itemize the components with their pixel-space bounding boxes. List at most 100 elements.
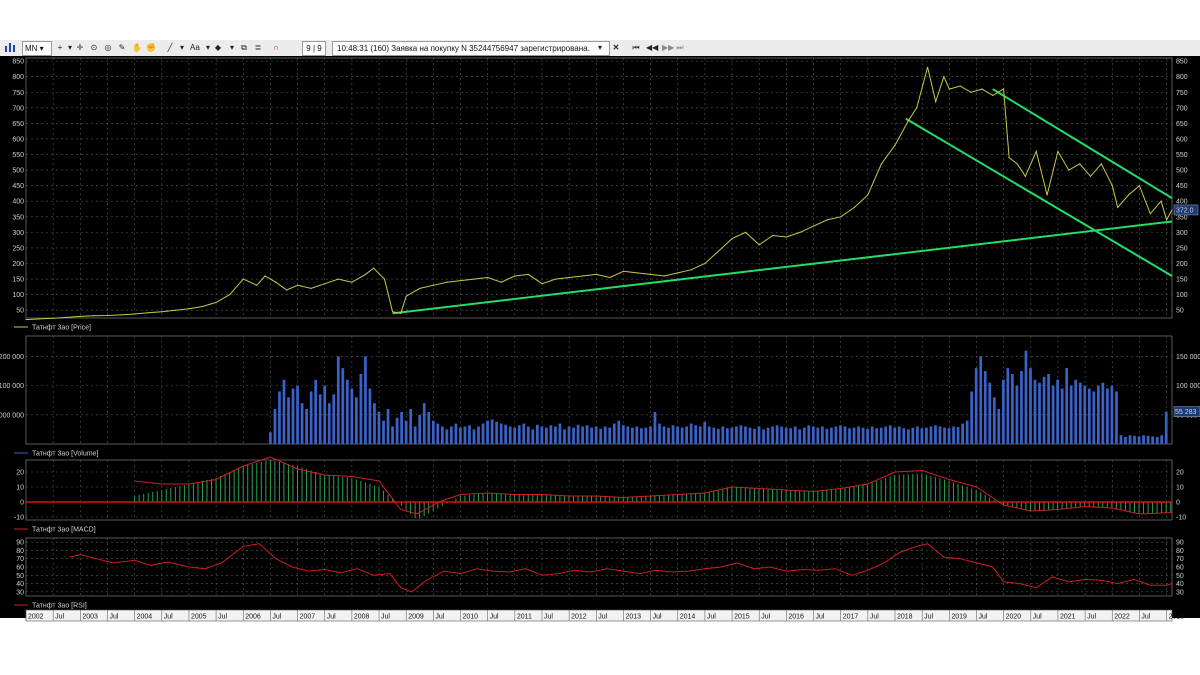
volume-bar xyxy=(350,388,354,444)
y-tick-label-right: 30 xyxy=(1176,589,1184,596)
volume-bar xyxy=(653,411,657,444)
volume-bar xyxy=(504,424,508,444)
trendline[interactable] xyxy=(392,220,1173,315)
volume-bar xyxy=(952,426,955,444)
y-tick-label-left: 90 xyxy=(16,540,24,547)
trendline[interactable] xyxy=(992,88,1173,199)
nav-prev-icon[interactable]: ◀◀ xyxy=(646,43,659,52)
y-tick-label-left: 200 xyxy=(12,261,24,268)
volume-bar xyxy=(649,426,652,444)
y-tick-label-right: 400 xyxy=(1176,199,1188,206)
price-point xyxy=(1138,185,1141,187)
x-tick-label: 2013 xyxy=(625,614,641,621)
text-tool-icon[interactable]: Aa xyxy=(190,43,200,52)
volume-bar xyxy=(373,403,376,444)
volume-bar xyxy=(843,426,847,444)
price-point xyxy=(286,289,288,291)
volume-bar xyxy=(1106,388,1109,444)
volume-bar xyxy=(707,426,711,444)
price-point xyxy=(310,287,312,290)
price-point xyxy=(351,281,353,283)
volume-bar xyxy=(640,428,643,444)
y-tick-label-right: 70 xyxy=(1176,556,1184,563)
volume-bar xyxy=(1128,435,1132,444)
volume-bar xyxy=(269,432,272,444)
price-point xyxy=(840,216,842,218)
volume-bar xyxy=(436,423,440,444)
hand-icon[interactable]: ✋ xyxy=(132,43,142,52)
volume-bar xyxy=(676,426,679,444)
nav-last-icon[interactable]: ⏭ xyxy=(676,43,684,52)
volume-bar xyxy=(1096,385,1100,444)
nav-first-icon[interactable]: ⏮ xyxy=(632,43,640,52)
volume-bar xyxy=(698,426,702,444)
x-tick-label: Jul xyxy=(381,614,390,621)
y-tick-label-right: 550 xyxy=(1176,152,1188,159)
grab-icon[interactable]: ✊ xyxy=(146,43,156,52)
volume-bar xyxy=(694,425,698,444)
volume-bar xyxy=(581,426,584,444)
price-point xyxy=(52,317,54,319)
message-box[interactable]: 10:48:31 (160) Заявка на покупку N 35244… xyxy=(332,41,610,56)
x-tick-label: 2006 xyxy=(245,614,261,621)
y-tick-label-left: 750 xyxy=(12,90,24,97)
y-tick-label-right: 40 xyxy=(1176,581,1184,588)
price-point xyxy=(772,234,774,237)
nav-next-icon[interactable]: ▶▶ xyxy=(662,43,675,52)
volume-bar xyxy=(979,356,983,444)
volume-bar xyxy=(848,428,851,444)
volume-bar xyxy=(1115,391,1118,444)
volume-bar xyxy=(748,427,752,444)
chart-type-icon[interactable] xyxy=(4,41,18,54)
dropdown-arrow-icon[interactable]: ▾ xyxy=(229,43,234,52)
price-point xyxy=(992,94,994,96)
line-tool-icon[interactable]: ╱ xyxy=(167,43,173,52)
volume-bar xyxy=(450,426,453,444)
y-tick-label-left: 10 xyxy=(16,485,24,492)
timeframe-select[interactable]: MN ▾ xyxy=(22,41,52,56)
volume-bar xyxy=(884,426,888,444)
stack-icon[interactable]: ≣ xyxy=(254,43,262,52)
volume-bar xyxy=(739,425,743,444)
trendline[interactable] xyxy=(905,117,1173,277)
price-point xyxy=(161,311,163,313)
price-point xyxy=(663,275,665,277)
magnet-icon[interactable]: ∩ xyxy=(273,43,279,52)
y-tick-label-left: 600 xyxy=(12,136,24,143)
volume-bar xyxy=(920,428,924,444)
y-tick-label-left: 30 xyxy=(16,589,24,596)
volume-bar xyxy=(925,427,928,444)
move-icon[interactable]: ✛ xyxy=(76,43,84,52)
volume-bar xyxy=(861,427,865,444)
volume-bar xyxy=(522,423,526,444)
x-tick-label: Jul xyxy=(598,614,607,621)
volume-bar xyxy=(572,427,575,444)
y-tick-label-left: 70 xyxy=(16,556,24,563)
pencil-icon[interactable]: ✎ xyxy=(118,43,126,52)
volume-bar xyxy=(314,379,318,444)
volume-bar xyxy=(445,429,449,444)
volume-bar xyxy=(897,426,901,444)
circle-icon[interactable]: ◎ xyxy=(104,43,112,52)
price-point xyxy=(1100,163,1102,165)
volume-bar xyxy=(730,427,734,444)
volume-bar xyxy=(762,429,765,444)
target-icon[interactable]: ⊙ xyxy=(90,43,98,52)
close-icon[interactable]: ✕ xyxy=(612,43,620,52)
dropdown-arrow-icon[interactable]: ▾ xyxy=(179,43,184,52)
volume-bar xyxy=(481,423,485,444)
chevron-down-icon[interactable]: ▾ xyxy=(597,43,602,52)
flag-icon[interactable]: ◆ xyxy=(214,43,222,52)
y-tick-label-left: 100 000 xyxy=(0,383,24,390)
price-point xyxy=(959,85,961,87)
dropdown-arrow-icon[interactable]: ▾ xyxy=(67,43,72,52)
crosshair-icon[interactable]: + xyxy=(57,43,63,52)
price-point xyxy=(66,316,68,318)
dropdown-arrow-icon[interactable]: ▾ xyxy=(205,43,210,52)
layers-icon[interactable]: ⧉ xyxy=(241,43,247,52)
volume-bar xyxy=(599,428,603,444)
y-tick-label-left: 150 xyxy=(12,277,24,284)
price-point xyxy=(459,280,462,282)
price-point xyxy=(745,231,747,233)
